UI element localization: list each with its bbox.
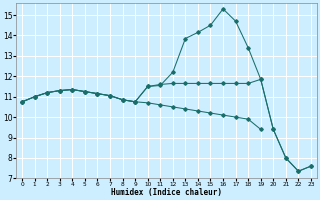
X-axis label: Humidex (Indice chaleur): Humidex (Indice chaleur) — [111, 188, 222, 197]
